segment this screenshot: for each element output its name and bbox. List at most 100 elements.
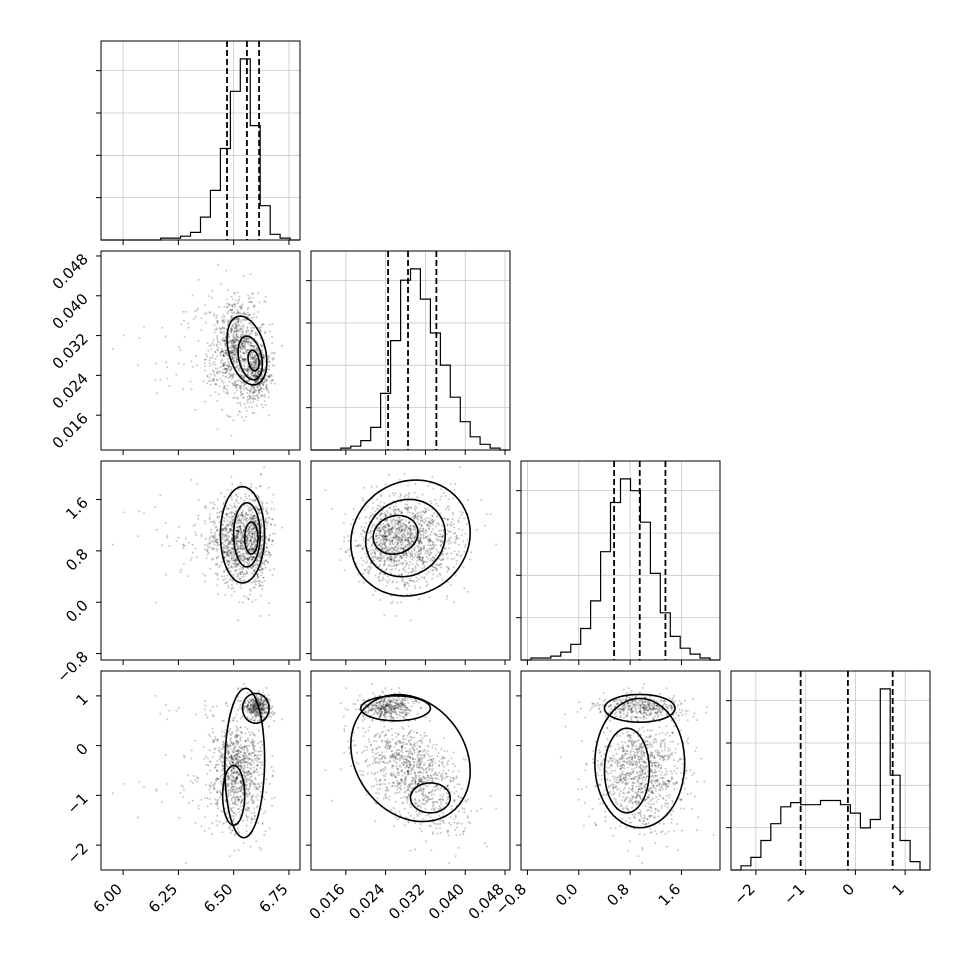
sample-point: [239, 514, 242, 517]
sample-point: [239, 541, 242, 544]
sample-point: [375, 542, 378, 544]
sample-point: [380, 518, 383, 520]
sample-point: [246, 311, 249, 314]
sample-point: [392, 506, 395, 509]
sample-point: [375, 534, 378, 537]
sample-point: [214, 526, 217, 529]
sample-point: [178, 346, 181, 349]
sample-point: [382, 543, 385, 546]
sample-point: [261, 584, 264, 587]
sample-point: [256, 386, 259, 389]
sample-point: [234, 512, 237, 515]
sample-point: [237, 364, 240, 367]
sample-point: [217, 543, 219, 546]
sample-point: [254, 712, 257, 715]
sample-point: [421, 557, 424, 560]
sample-point: [407, 584, 410, 587]
sample-point: [251, 363, 254, 366]
sample-point: [414, 565, 417, 567]
sample-point: [225, 505, 228, 508]
sample-point: [213, 372, 215, 375]
sample-point: [379, 542, 382, 545]
sample-point: [237, 330, 240, 333]
sample-point: [231, 339, 234, 342]
sample-point: [267, 375, 270, 378]
sample-point: [234, 562, 237, 565]
sample-point: [227, 365, 230, 368]
sample-point: [440, 535, 443, 538]
sample-point: [251, 743, 254, 746]
sample-point: [413, 525, 416, 528]
sample-point: [223, 540, 226, 543]
sample-point: [407, 536, 410, 539]
sample-point: [226, 392, 229, 395]
sample-point: [245, 535, 248, 538]
sample-point: [260, 697, 262, 700]
sample-point: [265, 385, 268, 387]
sample-point: [249, 389, 252, 392]
sample-point: [407, 484, 410, 487]
sample-point: [182, 547, 185, 550]
sample-point: [390, 558, 393, 561]
sample-point: [254, 539, 257, 542]
sample-point: [403, 584, 406, 587]
sample-point: [234, 780, 237, 783]
sample-point: [254, 530, 256, 533]
sample-point: [392, 548, 395, 551]
sample-point: [390, 520, 393, 523]
sample-point: [212, 715, 215, 718]
sample-point: [251, 558, 254, 561]
sample-point: [230, 309, 233, 312]
sample-point: [221, 379, 224, 382]
sample-point: [252, 519, 255, 522]
sample-point: [221, 340, 224, 343]
sample-point: [230, 342, 233, 345]
sample-point: [459, 466, 462, 469]
sample-point: [232, 766, 234, 769]
sample-point: [263, 580, 266, 582]
sample-point: [395, 559, 398, 562]
sample-point: [194, 523, 197, 526]
sample-point: [374, 555, 377, 558]
sample-point: [354, 545, 357, 548]
sample-point: [235, 324, 238, 327]
sample-point: [400, 512, 403, 514]
sample-point: [400, 534, 403, 537]
sample-point: [258, 392, 260, 395]
sample-point: [240, 512, 243, 515]
sample-point: [204, 358, 207, 361]
sample-point: [418, 550, 421, 553]
sample-point: [238, 513, 241, 516]
sample-point: [409, 552, 412, 555]
sample-point: [241, 514, 244, 517]
sample-point: [250, 821, 253, 824]
sample-point: [230, 316, 233, 318]
sample-point: [226, 364, 228, 367]
sample-point: [383, 539, 386, 542]
sample-point: [372, 513, 375, 516]
sample-point: [248, 296, 251, 299]
sample-point: [228, 512, 231, 515]
sample-point: [235, 383, 238, 386]
sample-point: [441, 540, 444, 543]
sample-point: [229, 549, 232, 552]
sample-point: [392, 559, 395, 562]
sample-point: [230, 341, 233, 344]
sample-point: [231, 529, 234, 532]
sample-point: [391, 530, 393, 533]
sample-point: [385, 538, 388, 541]
sample-point: [225, 368, 228, 371]
sample-point: [254, 703, 257, 706]
sample-point: [216, 541, 219, 544]
sample-point: [258, 690, 260, 693]
sample-point: [231, 316, 233, 319]
sample-point: [259, 566, 262, 568]
sample-point: [233, 384, 236, 387]
sample-point: [404, 519, 407, 522]
sample-point: [237, 535, 240, 538]
sample-point: [239, 391, 242, 394]
sample-point: [409, 579, 412, 582]
sample-point: [225, 759, 228, 761]
sample-point: [241, 393, 243, 396]
sample-point: [232, 373, 235, 376]
